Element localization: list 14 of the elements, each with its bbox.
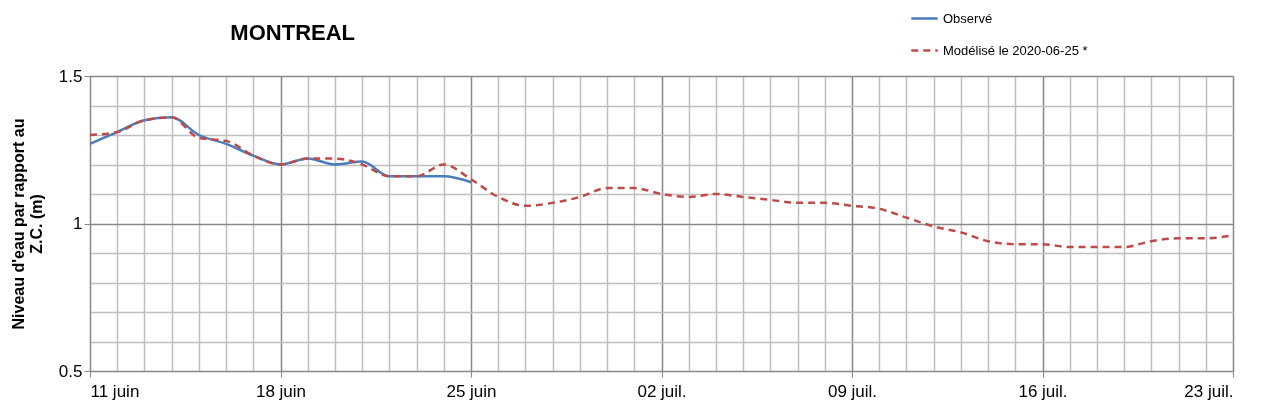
chart-title: MONTREAL: [230, 20, 356, 45]
legend-label: Modélisé le 2020-06-25 *: [943, 42, 1088, 58]
y-tick-label: 0.5: [58, 361, 83, 381]
x-tick-label: 02 juil.: [637, 381, 687, 401]
x-tick-label: 25 juin: [446, 381, 497, 401]
x-tick-label: 11 juin: [90, 381, 140, 401]
x-tick-label: 23 juil.: [1184, 381, 1234, 401]
y-tick-label: 1: [73, 214, 83, 233]
x-tick-label: 09 juil.: [827, 381, 878, 401]
x-tick-label: 18 juin: [255, 381, 307, 401]
x-tick-label: 16 juil.: [1018, 381, 1068, 401]
legend-label: Observé: [943, 10, 993, 26]
y-tick-label: 1.5: [58, 66, 83, 86]
y-axis-title: Niveau d'eau par rapport au Z.C. (m): [9, 118, 45, 330]
